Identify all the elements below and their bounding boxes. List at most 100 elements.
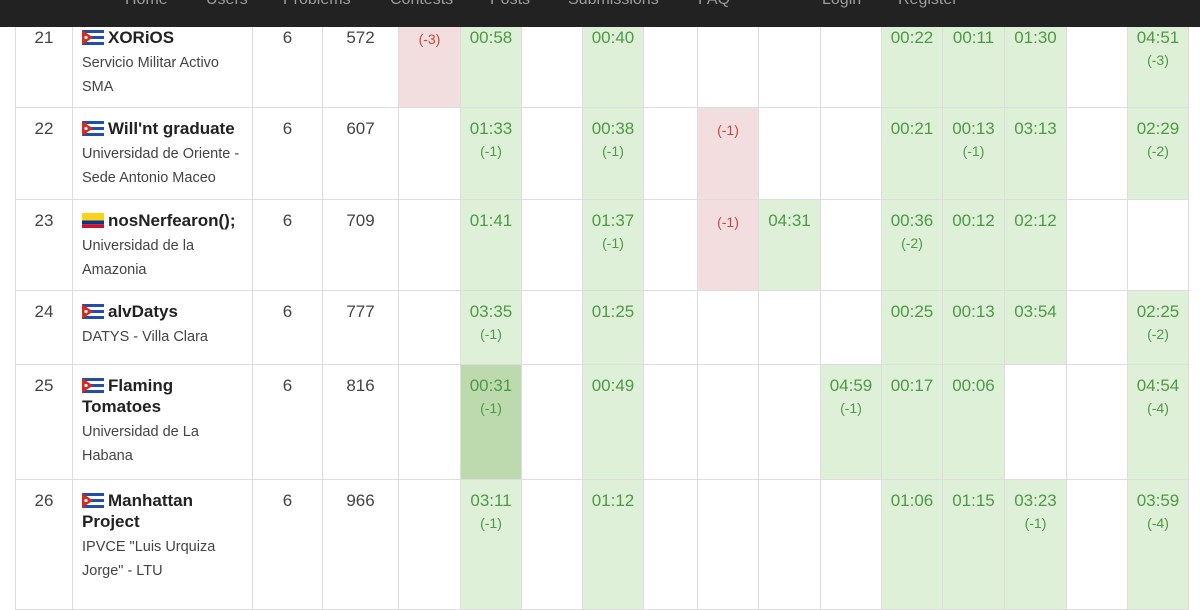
problem-cell: 00:58 <box>460 16 522 108</box>
problem-cell: 00:06 <box>942 364 1005 480</box>
nav-link[interactable]: Problems <box>283 0 351 9</box>
rank-cell: 26 <box>15 479 73 610</box>
team-title[interactable]: Manhattan Project <box>82 491 193 531</box>
solve-time: 03:23 <box>1014 491 1057 510</box>
solve-time: 01:25 <box>591 302 635 321</box>
nav-link[interactable]: Submissions <box>568 0 659 9</box>
institution: Universidad de La Habana <box>82 424 199 464</box>
problem-cell: 00:22 <box>881 16 943 108</box>
problem-result: 03:11 (-1) <box>461 480 521 535</box>
nav-link[interactable]: FAQ <box>698 0 730 9</box>
problem-cell: 04:51 (-3) <box>1127 16 1189 108</box>
rank: 24 <box>34 302 54 321</box>
problem-cell: (-1) <box>697 199 759 291</box>
problem-result: 01:41 <box>461 200 521 231</box>
problem-cell: 00:38 (-1) <box>582 107 644 200</box>
problem-result: 02:25 (-2) <box>1128 291 1188 346</box>
tries: (-1) <box>602 235 624 251</box>
rank: 22 <box>34 119 54 138</box>
solve-time: 00:49 <box>591 376 635 395</box>
rank-cell: 22 <box>15 107 73 200</box>
problem-cell <box>820 16 882 108</box>
problem-cell: 00:13 <box>942 290 1005 365</box>
problem-result: 00:38 (-1) <box>583 108 643 163</box>
problem-cell <box>643 199 698 291</box>
nav-link[interactable]: Register <box>898 0 958 9</box>
problem-result: 04:31 <box>759 200 820 231</box>
problem-result: 03:13 <box>1005 108 1066 139</box>
problem-cell <box>643 364 698 480</box>
institution: Universidad de Oriente - Sede Antonio Ma… <box>82 146 240 186</box>
problem-cell: 00:25 <box>881 290 943 365</box>
team-title[interactable]: alvDatys <box>108 302 178 321</box>
team-row: 26 Manhattan Project IPVCE "Luis Urquiza J… <box>15 479 1189 610</box>
problem-result: 03:54 <box>1005 291 1066 322</box>
solved-count: 6 <box>282 119 293 138</box>
penalty: 966 <box>346 491 375 510</box>
penalty: 607 <box>346 119 375 138</box>
rank: 26 <box>34 491 54 510</box>
team-name: XORiOS <box>82 27 244 48</box>
team-cell: XORiOS Servicio Militar Activo SMA <box>72 16 253 108</box>
problem-result: 03:35 (-1) <box>461 291 521 346</box>
flag-icon <box>82 28 108 47</box>
problem-cell <box>758 290 821 365</box>
solved-cell: 6 <box>252 199 323 291</box>
problem-cell <box>1066 16 1128 108</box>
problem-result: (-1) <box>698 200 758 234</box>
nav-link[interactable]: Users <box>206 0 248 9</box>
team-title[interactable]: nosNerfearon(); <box>108 211 236 230</box>
team-title[interactable]: XORiOS <box>108 28 175 47</box>
team-cell: alvDatys DATYS - Villa Clara <box>72 290 253 365</box>
problem-cell <box>521 479 583 610</box>
team-row: 23 nosNerfearon(); Universidad de la Amazo… <box>15 199 1189 291</box>
problem-result: 00:12 <box>943 200 1004 231</box>
problem-cell: 04:54 (-4) <box>1127 364 1189 480</box>
solved-count: 6 <box>282 491 293 510</box>
problem-cell: 00:11 <box>942 16 1005 108</box>
solved-count: 6 <box>282 211 293 230</box>
problem-cell <box>758 16 821 108</box>
solve-time: 01:06 <box>890 491 934 510</box>
tries: (-1) <box>480 515 502 531</box>
solve-time: 02:29 <box>1136 119 1180 138</box>
solve-time: 04:51 <box>1136 28 1180 47</box>
penalty-cell: 709 <box>322 199 399 291</box>
institution: IPVCE "Luis Urquiza Jorge" - LTU <box>82 539 216 579</box>
team-title[interactable]: Will'nt graduate <box>108 119 235 138</box>
solved-cell: 6 <box>252 290 323 365</box>
penalty: 816 <box>346 376 375 395</box>
tries: (-1) <box>840 400 862 416</box>
rank-cell: 21 <box>15 16 73 108</box>
problem-result: 00:49 <box>583 365 643 396</box>
team-title[interactable]: Flaming Tomatoes <box>82 376 174 416</box>
problem-cell <box>1066 364 1128 480</box>
solved-count: 6 <box>282 302 293 321</box>
problem-result: 01:12 <box>583 480 643 511</box>
nav-link[interactable]: Login <box>822 0 861 9</box>
solve-time: 04:59 <box>829 376 873 395</box>
solve-time: 00:06 <box>952 376 995 395</box>
penalty-cell: 572 <box>322 16 399 108</box>
problem-result: 00:13 <box>943 291 1004 322</box>
nav-link[interactable]: Posts <box>490 0 530 9</box>
problem-result: 04:51 (-3) <box>1128 17 1188 72</box>
nav-link[interactable]: Contests <box>390 0 453 9</box>
problem-cell: 02:29 (-2) <box>1127 107 1189 200</box>
solve-time: 01:41 <box>469 211 513 230</box>
problem-cell: 00:36 (-2) <box>881 199 943 291</box>
nav-link[interactable]: Home <box>125 0 168 9</box>
team-row: 21 XORiOS Servicio Militar Activo SMA 6 572 (… <box>15 16 1189 108</box>
solve-time: 00:40 <box>591 28 635 47</box>
problem-result: 01:30 <box>1005 17 1066 48</box>
problem-result: 00:17 <box>882 365 942 396</box>
team-name: alvDatys <box>82 301 244 322</box>
solved-cell: 6 <box>252 364 323 480</box>
solve-time: 00:31 <box>469 376 513 395</box>
problem-cell: 00:40 <box>582 16 644 108</box>
problem-result: 01:15 <box>943 480 1004 511</box>
navbar: Home Users Problems Contests Posts Submission… <box>0 0 1200 27</box>
problem-cell: 00:17 <box>881 364 943 480</box>
team-cell: Will'nt graduate Universidad de Oriente -… <box>72 107 253 200</box>
